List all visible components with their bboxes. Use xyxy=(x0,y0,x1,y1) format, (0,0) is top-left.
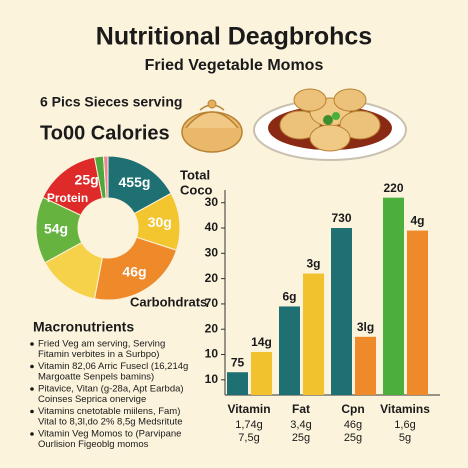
macro-item: Fitamin verbites in a Surbpo) xyxy=(38,349,159,360)
macro-item: Vitamin 82,06 Arric Fusecl (16,214g xyxy=(38,361,188,372)
x-sublabel: 25g xyxy=(344,432,362,444)
serving: 6 Pics Sieces serving xyxy=(40,94,182,110)
bullet xyxy=(30,387,34,391)
segment-label: 54g xyxy=(44,220,68,236)
y-tick-label: 30 xyxy=(205,245,219,259)
x-sublabel: 1,6g xyxy=(394,419,415,431)
bar-value-label: 14g xyxy=(251,335,272,349)
segment-label: 30g xyxy=(148,214,172,230)
macro-item: Coinses Seprica onervige xyxy=(38,394,146,405)
macro-item: Vitamin Veg Momos to (Parvipane xyxy=(38,429,181,440)
y-tick-label: 30 xyxy=(205,195,219,209)
dumpling-icon xyxy=(181,99,243,153)
bullet xyxy=(30,364,34,369)
y-tick-label: 10 xyxy=(205,347,219,361)
bar-value-label: 75 xyxy=(231,355,245,369)
bar-value-label: 220 xyxy=(383,181,403,195)
segment-label: 25g xyxy=(75,171,99,187)
bar xyxy=(383,197,404,395)
bullet xyxy=(30,342,34,346)
y-tick-label: 40 xyxy=(205,220,219,234)
segment-name: Protein xyxy=(47,191,88,205)
x-sublabel: 7,5g xyxy=(238,432,259,444)
y-tick-label: 10 xyxy=(205,372,219,386)
title: Nutritional Deagbrohcs xyxy=(96,23,372,51)
x-sublabel: 46g xyxy=(344,419,362,431)
y-tick-label: 20 xyxy=(205,321,219,335)
y-tick-label: 70 xyxy=(205,296,219,310)
x-sublabel: 3,4g xyxy=(290,419,311,431)
bar xyxy=(407,230,428,395)
bar xyxy=(227,372,248,395)
subtitle: Fried Vegetable Momos xyxy=(145,57,324,74)
x-sublabel: 1,74g xyxy=(235,419,263,431)
x-tick-label: Fat xyxy=(292,402,310,416)
x-tick-label: Vitamins xyxy=(380,402,430,416)
bullet xyxy=(30,432,34,436)
bar xyxy=(331,228,352,395)
bar xyxy=(279,306,300,395)
bar-value-label: 730 xyxy=(331,211,351,225)
macro-heading: Macronutrients xyxy=(33,319,134,335)
macro-item: Fried Veg am serving, Serving xyxy=(38,339,165,350)
momo-plate xyxy=(253,88,407,161)
bar-value-label: 3lg xyxy=(357,320,374,334)
macro-item: Ourlision Figeoblg momos xyxy=(38,439,149,450)
donut-segment xyxy=(93,236,178,301)
bar xyxy=(355,336,376,395)
calories: To00 Calories xyxy=(40,122,170,144)
macro-item: Vitamins cnetotable miilens, Fam) xyxy=(38,406,180,417)
x-sublabel: 25g xyxy=(292,432,310,444)
bullet xyxy=(30,409,34,414)
annotation: Total xyxy=(180,167,210,182)
bar-value-label: 6g xyxy=(282,290,296,304)
bar xyxy=(251,351,272,395)
annotation: Coco xyxy=(180,182,213,197)
x-tick-label: Cpn xyxy=(341,402,364,416)
bar-value-label: 4g xyxy=(410,214,424,228)
annotation: Carbohdrats xyxy=(130,294,207,309)
macro-item: Vital to 8,3l,do 2% 8,5g Medsritute xyxy=(38,417,183,428)
segment-label: 455g xyxy=(119,174,151,190)
donut-segment xyxy=(102,155,109,199)
bar-value-label: 3g xyxy=(306,257,320,271)
macro-item: Pitavice, Vitan (g-28a, Apt Earbda) xyxy=(38,384,184,395)
x-sublabel: 5g xyxy=(399,432,411,444)
segment-label: 46g xyxy=(122,263,146,279)
y-tick-label: 20 xyxy=(205,271,219,285)
x-tick-label: Vitamin xyxy=(227,402,270,416)
macro-item: Margoatte Senpels bamins) xyxy=(38,372,154,383)
bar xyxy=(303,273,324,395)
